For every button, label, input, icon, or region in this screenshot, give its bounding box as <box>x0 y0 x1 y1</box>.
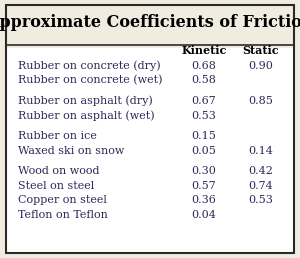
Text: 0.14: 0.14 <box>249 146 273 156</box>
Text: 0.74: 0.74 <box>249 181 273 191</box>
Text: 0.53: 0.53 <box>249 196 273 205</box>
Text: 0.04: 0.04 <box>192 210 216 220</box>
Text: 0.57: 0.57 <box>192 181 216 191</box>
Text: 0.90: 0.90 <box>249 61 273 71</box>
Text: 0.05: 0.05 <box>192 146 216 156</box>
Text: 0.30: 0.30 <box>192 166 216 176</box>
FancyBboxPatch shape <box>6 48 294 253</box>
Text: Steel on steel: Steel on steel <box>18 181 94 191</box>
Text: Approximate Coefficients of Friction: Approximate Coefficients of Friction <box>0 14 300 31</box>
Text: Copper on steel: Copper on steel <box>18 196 107 205</box>
Text: Waxed ski on snow: Waxed ski on snow <box>18 146 124 156</box>
Text: Rubber on concrete (dry): Rubber on concrete (dry) <box>18 61 160 71</box>
Text: Static: Static <box>243 45 279 56</box>
Text: 0.67: 0.67 <box>192 96 216 106</box>
Text: Teflon on Teflon: Teflon on Teflon <box>18 210 108 220</box>
Text: 0.85: 0.85 <box>249 96 273 106</box>
Text: Rubber on asphalt (wet): Rubber on asphalt (wet) <box>18 110 154 121</box>
Text: Rubber on concrete (wet): Rubber on concrete (wet) <box>18 75 163 86</box>
Text: Rubber on asphalt (dry): Rubber on asphalt (dry) <box>18 96 153 106</box>
Text: Kinetic: Kinetic <box>181 45 227 56</box>
Text: 0.68: 0.68 <box>192 61 216 71</box>
Text: 0.15: 0.15 <box>192 131 216 141</box>
Text: 0.42: 0.42 <box>249 166 273 176</box>
Text: Rubber on ice: Rubber on ice <box>18 131 97 141</box>
Text: 0.58: 0.58 <box>192 76 216 85</box>
Text: Wood on wood: Wood on wood <box>18 166 100 176</box>
Text: 0.53: 0.53 <box>192 111 216 120</box>
Text: 0.36: 0.36 <box>192 196 216 205</box>
